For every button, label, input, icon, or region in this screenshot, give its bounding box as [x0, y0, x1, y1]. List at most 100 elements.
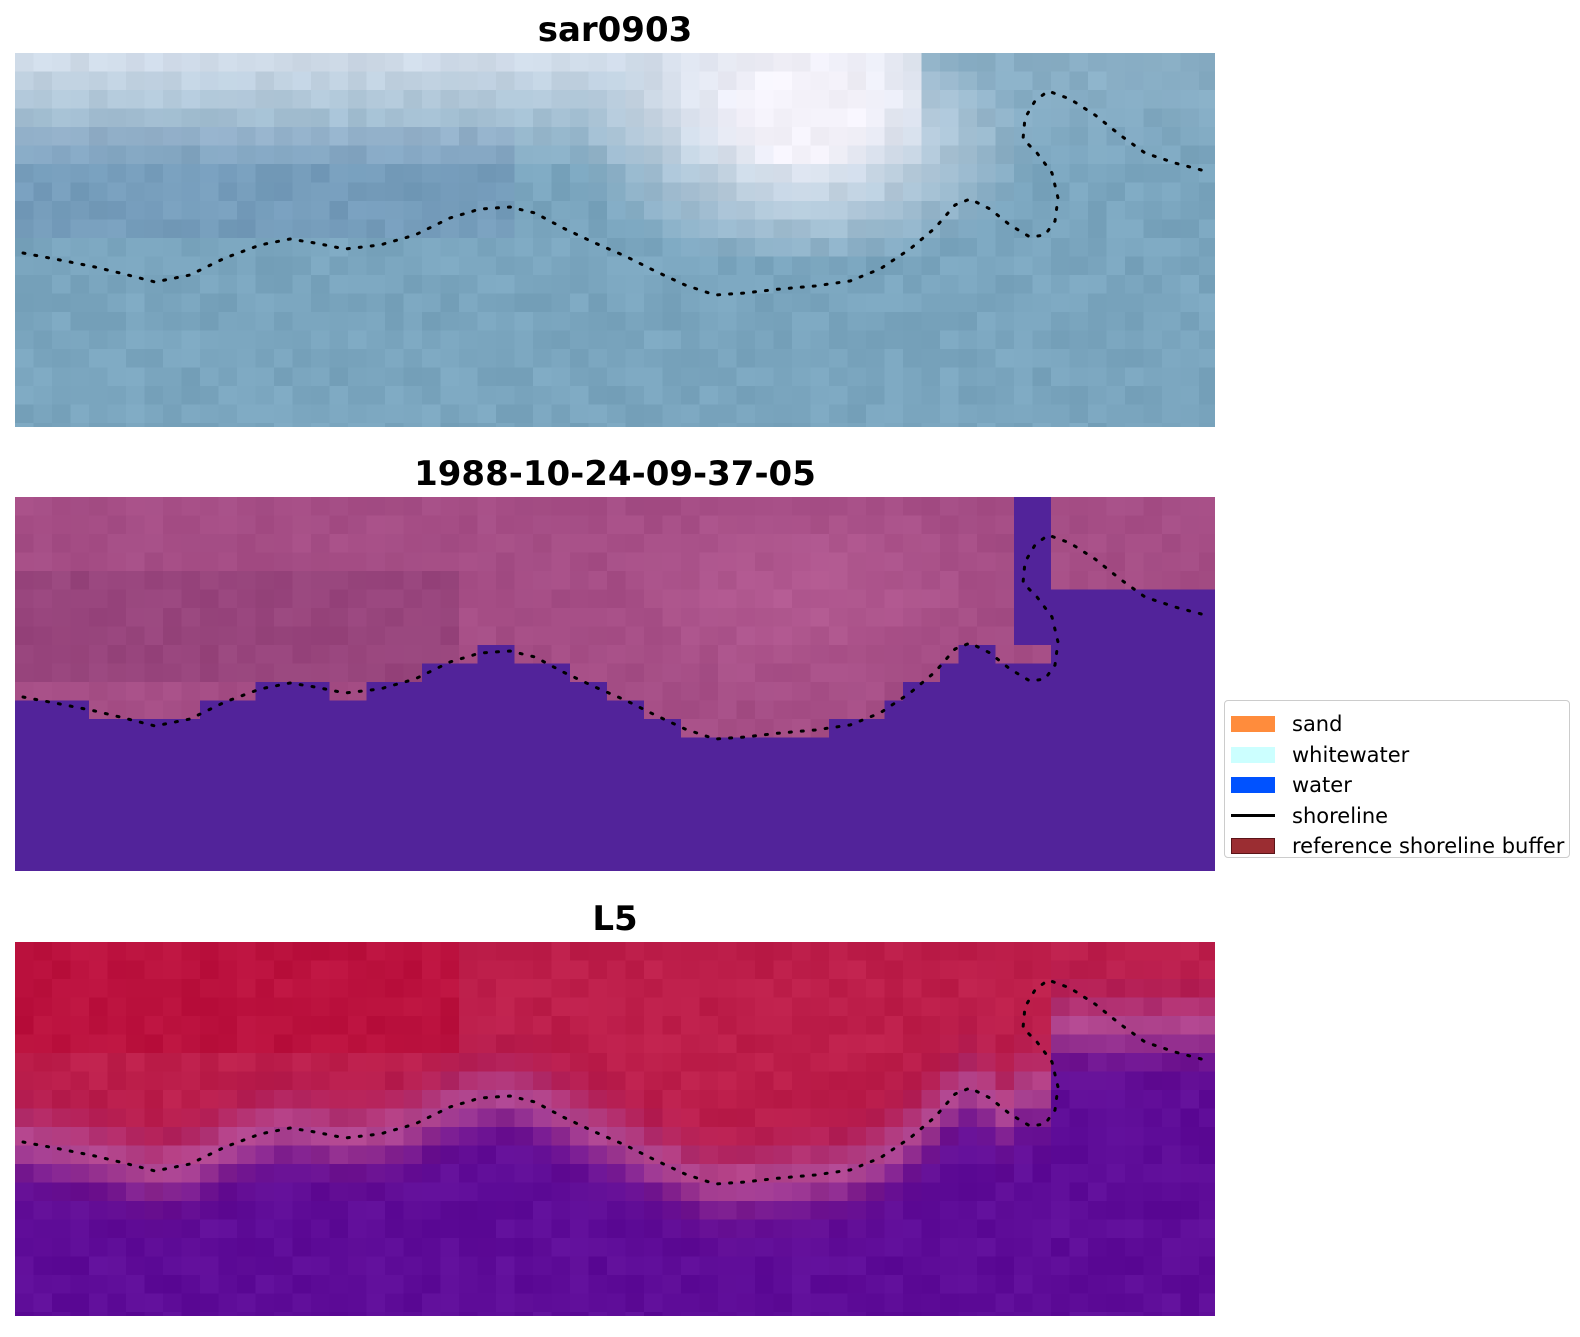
raster-pixel: [126, 515, 146, 535]
raster-pixel: [644, 1219, 664, 1239]
raster-pixel: [274, 1164, 294, 1184]
raster-pixel: [1143, 71, 1163, 91]
raster-pixel: [1051, 942, 1071, 962]
raster-pixel: [718, 423, 738, 427]
raster-pixel: [126, 423, 146, 427]
raster-pixel: [348, 201, 368, 221]
raster-pixel: [958, 571, 978, 591]
raster-pixel: [440, 719, 460, 739]
raster-pixel: [1162, 1275, 1182, 1295]
raster-pixel: [33, 1293, 53, 1313]
raster-pixel: [1014, 386, 1034, 406]
raster-pixel: [681, 1219, 701, 1239]
raster-pixel: [311, 756, 331, 776]
raster-pixel: [995, 164, 1015, 184]
raster-pixel: [52, 571, 72, 591]
raster-pixel: [200, 645, 220, 665]
raster-pixel: [551, 1090, 571, 1110]
raster-pixel: [903, 793, 923, 813]
raster-pixel: [773, 127, 793, 147]
raster-pixel: [459, 71, 479, 91]
raster-pixel: [422, 330, 442, 350]
raster-pixel: [773, 1312, 793, 1316]
raster-pixel: [773, 608, 793, 628]
raster-pixel: [588, 1238, 608, 1258]
raster-pixel: [1051, 608, 1071, 628]
raster-pixel: [958, 1293, 978, 1313]
raster-pixel: [884, 626, 904, 646]
raster-pixel: [89, 127, 109, 147]
raster-pixel: [718, 571, 738, 591]
raster-pixel: [736, 1016, 756, 1036]
raster-pixel: [533, 256, 553, 276]
raster-pixel: [625, 145, 645, 165]
raster-pixel: [311, 127, 331, 147]
raster-pixel: [773, 367, 793, 387]
raster-pixel: [588, 1145, 608, 1165]
raster-pixel: [15, 182, 35, 202]
legend-item-sand: sand: [1231, 709, 1569, 740]
raster-pixel: [1088, 386, 1108, 406]
raster-pixel: [1125, 182, 1145, 202]
raster-pixel: [1180, 71, 1200, 91]
raster-pixel: [514, 312, 534, 332]
raster-pixel: [311, 1127, 331, 1147]
raster-pixel: [348, 349, 368, 369]
raster-pixel: [126, 404, 146, 424]
raster-pixel: [237, 127, 257, 147]
raster-pixel: [292, 830, 312, 850]
legend-label: water: [1292, 773, 1352, 798]
raster-pixel: [681, 1275, 701, 1295]
raster-pixel: [1180, 848, 1200, 868]
raster-pixel: [514, 737, 534, 757]
raster-pixel: [311, 960, 331, 980]
raster-pixel: [218, 404, 238, 424]
raster-pixel: [792, 534, 812, 554]
raster-pixel: [570, 515, 590, 535]
raster-pixel: [292, 71, 312, 91]
raster-pixel: [921, 497, 941, 517]
raster-pixel: [958, 256, 978, 276]
raster-pixel: [551, 53, 571, 73]
raster-pixel: [958, 682, 978, 702]
raster-pixel: [1069, 848, 1089, 868]
raster-pixel: [459, 367, 479, 387]
raster-pixel: [903, 811, 923, 831]
raster-pixel: [366, 1275, 386, 1295]
raster-pixel: [477, 1275, 497, 1295]
raster-pixel: [903, 423, 923, 427]
raster-pixel: [477, 367, 497, 387]
raster-pixel: [33, 774, 53, 794]
raster-pixel: [810, 238, 830, 258]
raster-pixel: [644, 330, 664, 350]
raster-pixel: [163, 571, 183, 591]
raster-pixel: [292, 867, 312, 871]
raster-pixel: [89, 349, 109, 369]
raster-pixel: [33, 1238, 53, 1258]
raster-pixel: [958, 848, 978, 868]
raster-pixel: [15, 737, 35, 757]
raster-pixel: [70, 90, 90, 110]
raster-pixel: [348, 756, 368, 776]
raster-pixel: [1143, 293, 1163, 313]
raster-pixel: [1014, 90, 1034, 110]
raster-pixel: [1069, 238, 1089, 258]
raster-pixel: [255, 515, 275, 535]
raster-pixel: [533, 164, 553, 184]
raster-pixel: [607, 1090, 627, 1110]
raster-pixel: [514, 960, 534, 980]
raster-pixel: [163, 811, 183, 831]
raster-pixel: [570, 663, 590, 683]
raster-pixel: [274, 145, 294, 165]
raster-pixel: [274, 164, 294, 184]
raster-pixel: [403, 312, 423, 332]
raster-pixel: [89, 219, 109, 239]
raster-pixel: [1199, 238, 1215, 258]
raster-pixel: [921, 737, 941, 757]
raster-pixel: [755, 700, 775, 720]
raster-pixel: [570, 1071, 590, 1091]
raster-pixel: [52, 663, 72, 683]
raster-pixel: [385, 979, 405, 999]
raster-pixel: [570, 1108, 590, 1128]
raster-pixel: [292, 534, 312, 554]
